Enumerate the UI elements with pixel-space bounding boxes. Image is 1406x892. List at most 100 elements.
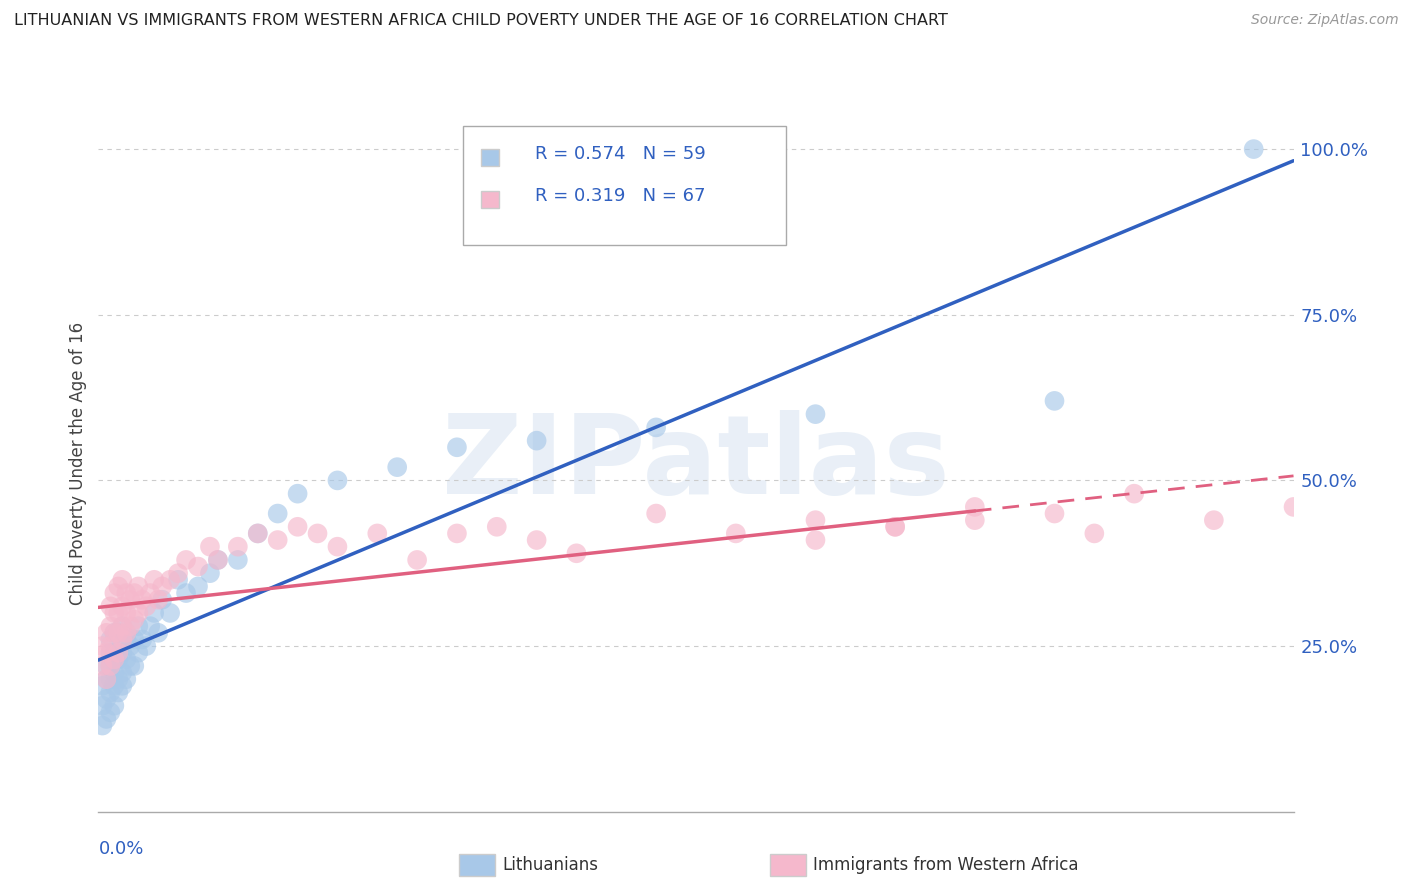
Point: [100, 632, 122, 647]
Point: [96, 646, 118, 660]
Point: [226, 540, 249, 554]
Point: [96, 672, 118, 686]
Point: [565, 546, 588, 560]
Point: [187, 559, 209, 574]
Point: [100, 639, 122, 653]
Text: Source: ZipAtlas.com: Source: ZipAtlas.com: [1251, 13, 1399, 28]
Point: [287, 486, 309, 500]
Point: [131, 592, 153, 607]
Point: [103, 625, 125, 640]
Point: [884, 520, 907, 534]
Point: [124, 586, 146, 600]
Point: [103, 679, 125, 693]
Point: [526, 533, 548, 547]
Point: [1043, 507, 1066, 521]
Point: [111, 599, 134, 614]
Point: [406, 553, 429, 567]
Point: [107, 579, 129, 593]
Point: [127, 579, 149, 593]
Point: [1282, 500, 1305, 514]
Y-axis label: Child Poverty Under the Age of 16: Child Poverty Under the Age of 16: [69, 322, 87, 606]
Point: [326, 540, 349, 554]
FancyBboxPatch shape: [460, 855, 495, 877]
Point: [148, 592, 170, 607]
Point: [246, 526, 269, 541]
Point: [526, 434, 548, 448]
Point: [107, 625, 129, 640]
Point: [127, 646, 149, 660]
Point: [267, 533, 290, 547]
Text: Lithuanians: Lithuanians: [502, 856, 599, 874]
Point: [287, 520, 309, 534]
Point: [100, 685, 122, 699]
Point: [91, 659, 114, 673]
Point: [100, 672, 122, 686]
Point: [107, 646, 129, 660]
Point: [103, 698, 125, 713]
Point: [124, 659, 146, 673]
Point: [96, 712, 118, 726]
Point: [115, 586, 138, 600]
FancyBboxPatch shape: [481, 149, 499, 167]
Point: [446, 526, 468, 541]
Point: [115, 632, 138, 647]
Text: Immigrants from Western Africa: Immigrants from Western Africa: [813, 856, 1078, 874]
Point: [124, 632, 146, 647]
Point: [385, 460, 409, 475]
Point: [135, 599, 157, 614]
Point: [120, 639, 142, 653]
Point: [148, 625, 170, 640]
Point: [111, 646, 134, 660]
Point: [103, 652, 125, 666]
Point: [366, 526, 388, 541]
Point: [804, 407, 827, 421]
Point: [91, 698, 114, 713]
Point: [107, 672, 129, 686]
Point: [107, 652, 129, 666]
Point: [198, 540, 221, 554]
Point: [143, 573, 166, 587]
Point: [111, 573, 134, 587]
Point: [100, 659, 122, 673]
Point: [100, 706, 122, 720]
Point: [150, 592, 173, 607]
Point: [124, 613, 146, 627]
Point: [174, 553, 197, 567]
Point: [100, 619, 122, 633]
Point: [485, 520, 508, 534]
Text: R = 0.574   N = 59: R = 0.574 N = 59: [534, 145, 706, 163]
Point: [120, 659, 142, 673]
Point: [96, 672, 118, 686]
Point: [159, 573, 181, 587]
Point: [107, 606, 129, 620]
Point: [1083, 526, 1105, 541]
Point: [115, 672, 138, 686]
Point: [307, 526, 329, 541]
Point: [127, 606, 149, 620]
Point: [159, 606, 181, 620]
Point: [139, 586, 162, 600]
Point: [103, 625, 125, 640]
Point: [103, 665, 125, 680]
Point: [111, 619, 134, 633]
Point: [139, 619, 162, 633]
Point: [167, 566, 190, 581]
Point: [127, 619, 149, 633]
Point: [1243, 142, 1265, 156]
Text: LITHUANIAN VS IMMIGRANTS FROM WESTERN AFRICA CHILD POVERTY UNDER THE AGE OF 16 C: LITHUANIAN VS IMMIGRANTS FROM WESTERN AF…: [14, 13, 948, 29]
Text: 0.0%: 0.0%: [98, 839, 143, 857]
Point: [131, 632, 153, 647]
Text: R = 0.319   N = 67: R = 0.319 N = 67: [534, 187, 706, 205]
Point: [446, 440, 468, 454]
Point: [91, 679, 114, 693]
Point: [150, 579, 173, 593]
Point: [91, 639, 114, 653]
Point: [107, 685, 129, 699]
Point: [91, 718, 114, 732]
Point: [100, 646, 122, 660]
Point: [963, 513, 986, 527]
Point: [143, 606, 166, 620]
Point: [120, 619, 142, 633]
Point: [103, 586, 125, 600]
Point: [207, 553, 229, 567]
